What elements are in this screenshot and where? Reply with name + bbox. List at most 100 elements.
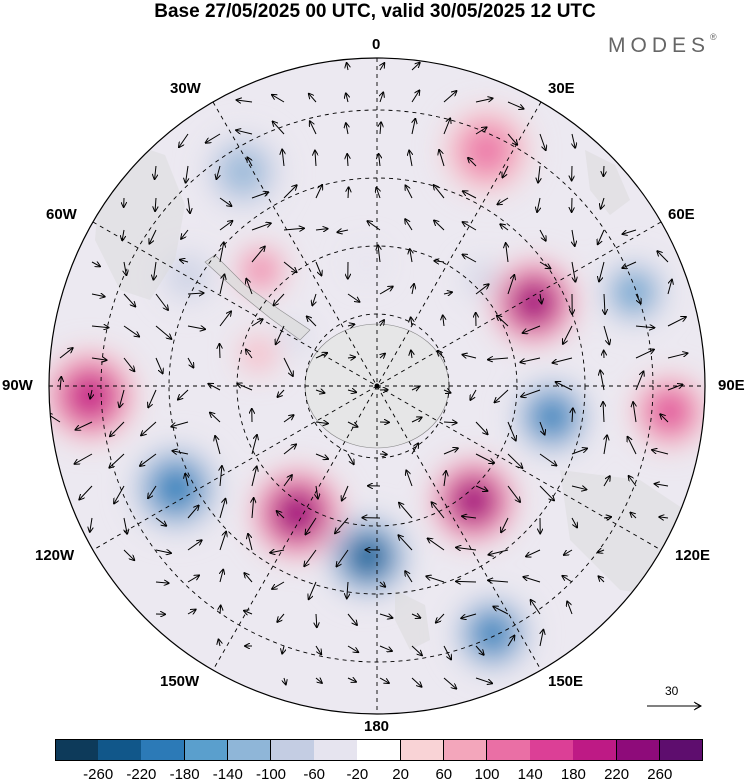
- wind-vector-arrow: [309, 581, 317, 599]
- wind-vectors: [49, 63, 687, 689]
- negative-anomaly: [155, 467, 197, 510]
- wind-vector-arrow: [571, 486, 586, 490]
- wind-vector-arrow: [274, 293, 285, 305]
- wind-vector-arrow: [567, 601, 573, 615]
- wind-vector-arrow: [110, 421, 125, 436]
- colorbar-tick-label: 140: [517, 766, 543, 783]
- colorbar-swatch: [184, 739, 229, 761]
- wind-vector-arrow: [563, 325, 573, 344]
- wind-vector-arrow: [475, 645, 484, 655]
- wind-vector-arrow: [411, 351, 412, 359]
- wind-vector-arrow: [155, 325, 171, 339]
- wind-vector-arrow: [216, 165, 220, 179]
- wind-vector-arrow: [312, 293, 316, 305]
- wind-vector-arrow: [623, 229, 637, 234]
- wind-vector-arrow: [180, 260, 189, 262]
- wind-vector-arrow: [315, 261, 321, 275]
- wind-vector-arrow: [59, 348, 73, 359]
- wind-vector-arrow: [155, 550, 171, 553]
- wind-vector-arrow: [436, 613, 445, 623]
- wind-vector-arrow: [335, 517, 349, 533]
- registered-mark: ®: [710, 32, 717, 42]
- colorbar-swatch: [573, 739, 618, 761]
- wind-vector-arrow: [187, 575, 199, 583]
- wind-vector-arrow: [604, 293, 605, 314]
- wind-vector-arrow: [434, 185, 445, 199]
- wind-vector-arrow: [219, 640, 220, 647]
- wind-vector-arrow: [272, 95, 285, 103]
- wind-vector-arrow: [276, 325, 285, 344]
- wind-vector-arrow: [315, 422, 328, 423]
- colorbar-swatch: [227, 739, 272, 761]
- lon-label-120w: 120W: [35, 547, 75, 564]
- wind-vector-arrow: [553, 357, 573, 363]
- wind-vector-arrow: [411, 63, 420, 71]
- wind-vector-arrow: [539, 453, 556, 465]
- wind-vector-arrow: [571, 517, 577, 527]
- wind-vector-arrow: [443, 677, 456, 689]
- negative-anomaly: [348, 246, 384, 281]
- wind-vector-arrow: [153, 261, 156, 280]
- wind-vector-arrow: [628, 437, 637, 455]
- wind-vector-arrow: [539, 485, 554, 500]
- wind-vector-arrow: [315, 185, 322, 199]
- wind-vector-arrow: [347, 645, 358, 652]
- wind-vector-arrow: [456, 547, 477, 550]
- wind-vector-arrow: [657, 251, 669, 263]
- wind-vector-arrow: [526, 549, 541, 556]
- wind-vector-arrow: [406, 185, 413, 199]
- wind-vector-arrow: [493, 607, 509, 615]
- map-title: Base 27/05/2025 00 UTC, valid 30/05/2025…: [154, 1, 596, 22]
- lon-label-150w: 150W: [160, 673, 200, 690]
- colorbar-tick-label: 20: [392, 766, 409, 783]
- positive-anomaly: [69, 375, 111, 417]
- wind-vector-arrow: [305, 517, 317, 534]
- wind-vector-arrow: [171, 421, 189, 427]
- wind-vector-arrow: [428, 538, 445, 551]
- wind-vector-arrow: [347, 357, 355, 358]
- lon-label-30w: 30W: [170, 80, 201, 97]
- wind-vector-arrow: [346, 123, 348, 135]
- wind-vector-arrow: [406, 470, 413, 487]
- colorbar-swatch: [98, 739, 142, 761]
- wind-vector-arrow: [443, 315, 444, 327]
- wind-vector-arrow: [219, 221, 232, 231]
- reference-vector: 30: [640, 684, 710, 714]
- wind-vector-arrow: [219, 275, 224, 295]
- wind-vector-arrow: [603, 325, 609, 344]
- wind-vector-arrow: [523, 325, 541, 333]
- antarctic-peninsula: [204, 254, 311, 341]
- wind-vector-arrow: [347, 390, 356, 392]
- wind-vector-arrow: [337, 549, 349, 566]
- wind-vector-arrow: [599, 261, 605, 281]
- wind-vector-arrow: [155, 165, 156, 179]
- wind-vector-arrow: [347, 63, 348, 71]
- colorbar-tick-label: 220: [604, 766, 630, 783]
- wind-vector-arrow: [315, 390, 324, 393]
- wind-vector-arrow: [443, 422, 457, 423]
- wind-vector-arrow: [187, 357, 193, 367]
- wind-vector-arrow: [475, 485, 487, 491]
- wind-vector-arrow: [123, 549, 134, 560]
- wind-vector-arrow: [660, 414, 669, 423]
- colorbar-swatch: [616, 739, 661, 761]
- wind-vector-arrow: [667, 353, 687, 359]
- meridian-60w-120e: [92, 221, 662, 551]
- wind-vector-arrow: [220, 570, 223, 583]
- wind-vector-arrow: [178, 389, 189, 400]
- wind-vector-arrow: [635, 326, 654, 328]
- wind-vector-arrow: [426, 576, 445, 583]
- wind-vector-arrow: [599, 576, 605, 583]
- wind-vector-arrow: [603, 476, 610, 487]
- negative-anomaly: [617, 275, 651, 310]
- wind-vector-arrow: [538, 165, 540, 183]
- wind-vector-arrow: [210, 413, 221, 423]
- colorbar-tick-label: -20: [346, 766, 369, 783]
- wind-vector-arrow: [91, 262, 100, 266]
- wind-vector-arrow: [603, 165, 604, 176]
- wind-vector-arrow: [475, 284, 489, 295]
- polar-map: [48, 57, 706, 715]
- wind-vector-arrow: [437, 351, 445, 359]
- wind-vector-arrow: [462, 355, 477, 358]
- wind-vector-arrow: [187, 293, 204, 294]
